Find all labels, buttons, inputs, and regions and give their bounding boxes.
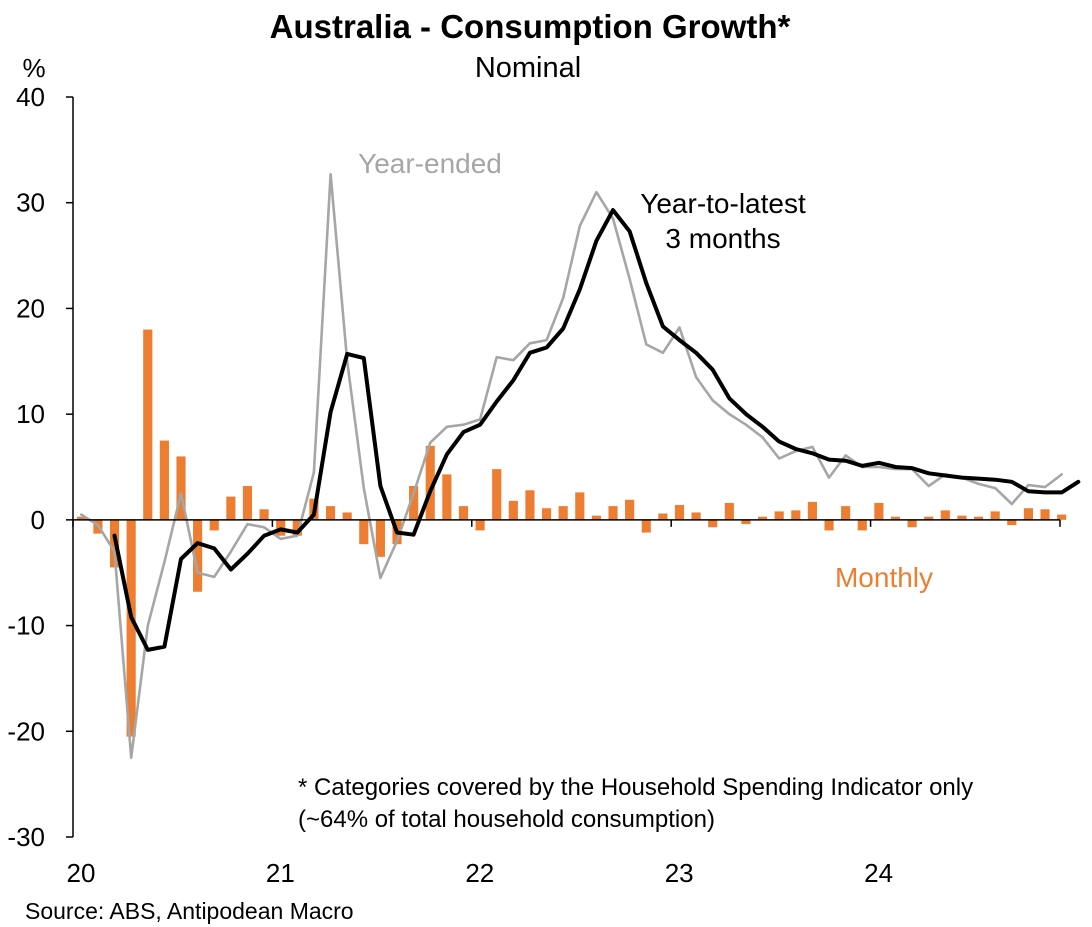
line-year-to-latest-3-months bbox=[112, 208, 1081, 652]
bar-monthly bbox=[1057, 514, 1067, 520]
y-tick-label: -20 bbox=[7, 716, 45, 746]
bar-monthly bbox=[558, 506, 568, 520]
bar-monthly bbox=[475, 519, 485, 531]
bar-monthly bbox=[458, 506, 469, 520]
y-tick-label: 40 bbox=[16, 82, 45, 112]
bar-monthly bbox=[1007, 519, 1017, 526]
chart-title: Australia - Consumption Growth* bbox=[270, 8, 791, 45]
bar-monthly bbox=[641, 519, 651, 533]
bar-monthly bbox=[176, 456, 186, 520]
bar-monthly bbox=[907, 519, 917, 528]
bar-monthly bbox=[724, 502, 734, 520]
source-note: Source: ABS, Antipodean Macro bbox=[25, 898, 354, 924]
line-year-ended bbox=[80, 172, 1063, 759]
bar-monthly bbox=[226, 496, 236, 520]
series-label-3m-line1: Year-to-latest bbox=[640, 188, 806, 219]
bar-monthly bbox=[974, 516, 984, 520]
bar-monthly bbox=[857, 519, 867, 531]
bar-monthly bbox=[76, 516, 86, 520]
x-tick-labels: 20 21 22 23 24 bbox=[67, 858, 893, 888]
series-label-3m-line2: 3 months bbox=[665, 223, 780, 254]
y-tick-label: 20 bbox=[16, 293, 45, 323]
bar-monthly bbox=[824, 519, 834, 531]
y-tick-label: -30 bbox=[7, 822, 45, 852]
y-axis-unit-label: % bbox=[22, 53, 45, 83]
bar-monthly bbox=[342, 512, 352, 520]
bar-monthly bbox=[774, 511, 784, 520]
bar-monthly bbox=[990, 511, 1000, 520]
bar-monthly bbox=[292, 519, 302, 536]
bar-monthly bbox=[741, 519, 751, 525]
x-tick-label: 24 bbox=[864, 858, 893, 888]
bar-monthly bbox=[1023, 508, 1033, 520]
bar-monthly bbox=[525, 490, 535, 520]
bar-monthly bbox=[325, 506, 336, 520]
bar-monthly bbox=[608, 506, 618, 520]
bar-monthly bbox=[242, 486, 253, 520]
bar-monthly bbox=[807, 501, 817, 520]
bar-monthly bbox=[708, 519, 718, 528]
x-tick-label: 21 bbox=[266, 858, 295, 888]
series-lines bbox=[80, 172, 1081, 759]
y-tick-label: -10 bbox=[7, 611, 45, 641]
bar-monthly bbox=[591, 515, 601, 520]
bar-monthly bbox=[209, 519, 219, 531]
bar-monthly bbox=[575, 492, 585, 520]
y-tick-label: 30 bbox=[16, 188, 45, 218]
bar-monthly bbox=[442, 474, 452, 520]
bar-monthly bbox=[890, 516, 901, 520]
bar-monthly bbox=[425, 445, 435, 520]
bar-monthly bbox=[658, 513, 668, 520]
bar-monthly bbox=[409, 486, 419, 520]
bar-monthly bbox=[359, 519, 369, 545]
bar-monthly bbox=[508, 500, 518, 520]
chart-subtitle: Nominal bbox=[475, 52, 581, 84]
bar-monthly bbox=[193, 519, 203, 592]
series-label-year-ended: Year-ended bbox=[358, 148, 502, 179]
series-label-monthly: Monthly bbox=[835, 562, 933, 593]
bar-monthly bbox=[375, 519, 385, 557]
bar-monthly bbox=[940, 510, 950, 520]
monthly-bars bbox=[76, 329, 1067, 737]
x-tick-label: 22 bbox=[465, 858, 494, 888]
footnote-line2: (~64% of total household consumption) bbox=[298, 806, 715, 833]
bar-monthly bbox=[1040, 509, 1050, 520]
bar-monthly bbox=[159, 440, 169, 520]
bar-monthly bbox=[492, 469, 502, 520]
x-tick-label: 23 bbox=[665, 858, 694, 888]
bar-monthly bbox=[691, 512, 701, 520]
y-tick-label: 0 bbox=[31, 505, 45, 535]
bar-monthly bbox=[924, 516, 934, 520]
bar-monthly bbox=[758, 516, 768, 520]
bar-monthly bbox=[957, 515, 967, 520]
footnote-line1: * Categories covered by the Household Sp… bbox=[298, 774, 973, 801]
y-tick-label: 10 bbox=[16, 399, 45, 429]
x-tick-label: 20 bbox=[67, 858, 96, 888]
y-tick-labels: 40 30 20 10 0 -10 -20 -30 bbox=[7, 82, 45, 852]
bar-monthly bbox=[874, 502, 884, 520]
bar-monthly bbox=[674, 505, 685, 520]
axes bbox=[66, 96, 1061, 838]
bar-monthly bbox=[126, 519, 136, 737]
bar-monthly bbox=[841, 506, 851, 520]
bar-monthly bbox=[791, 510, 801, 520]
bar-monthly bbox=[143, 329, 153, 520]
bar-monthly bbox=[541, 508, 552, 520]
bar-monthly bbox=[625, 499, 635, 520]
bar-monthly bbox=[259, 509, 269, 520]
